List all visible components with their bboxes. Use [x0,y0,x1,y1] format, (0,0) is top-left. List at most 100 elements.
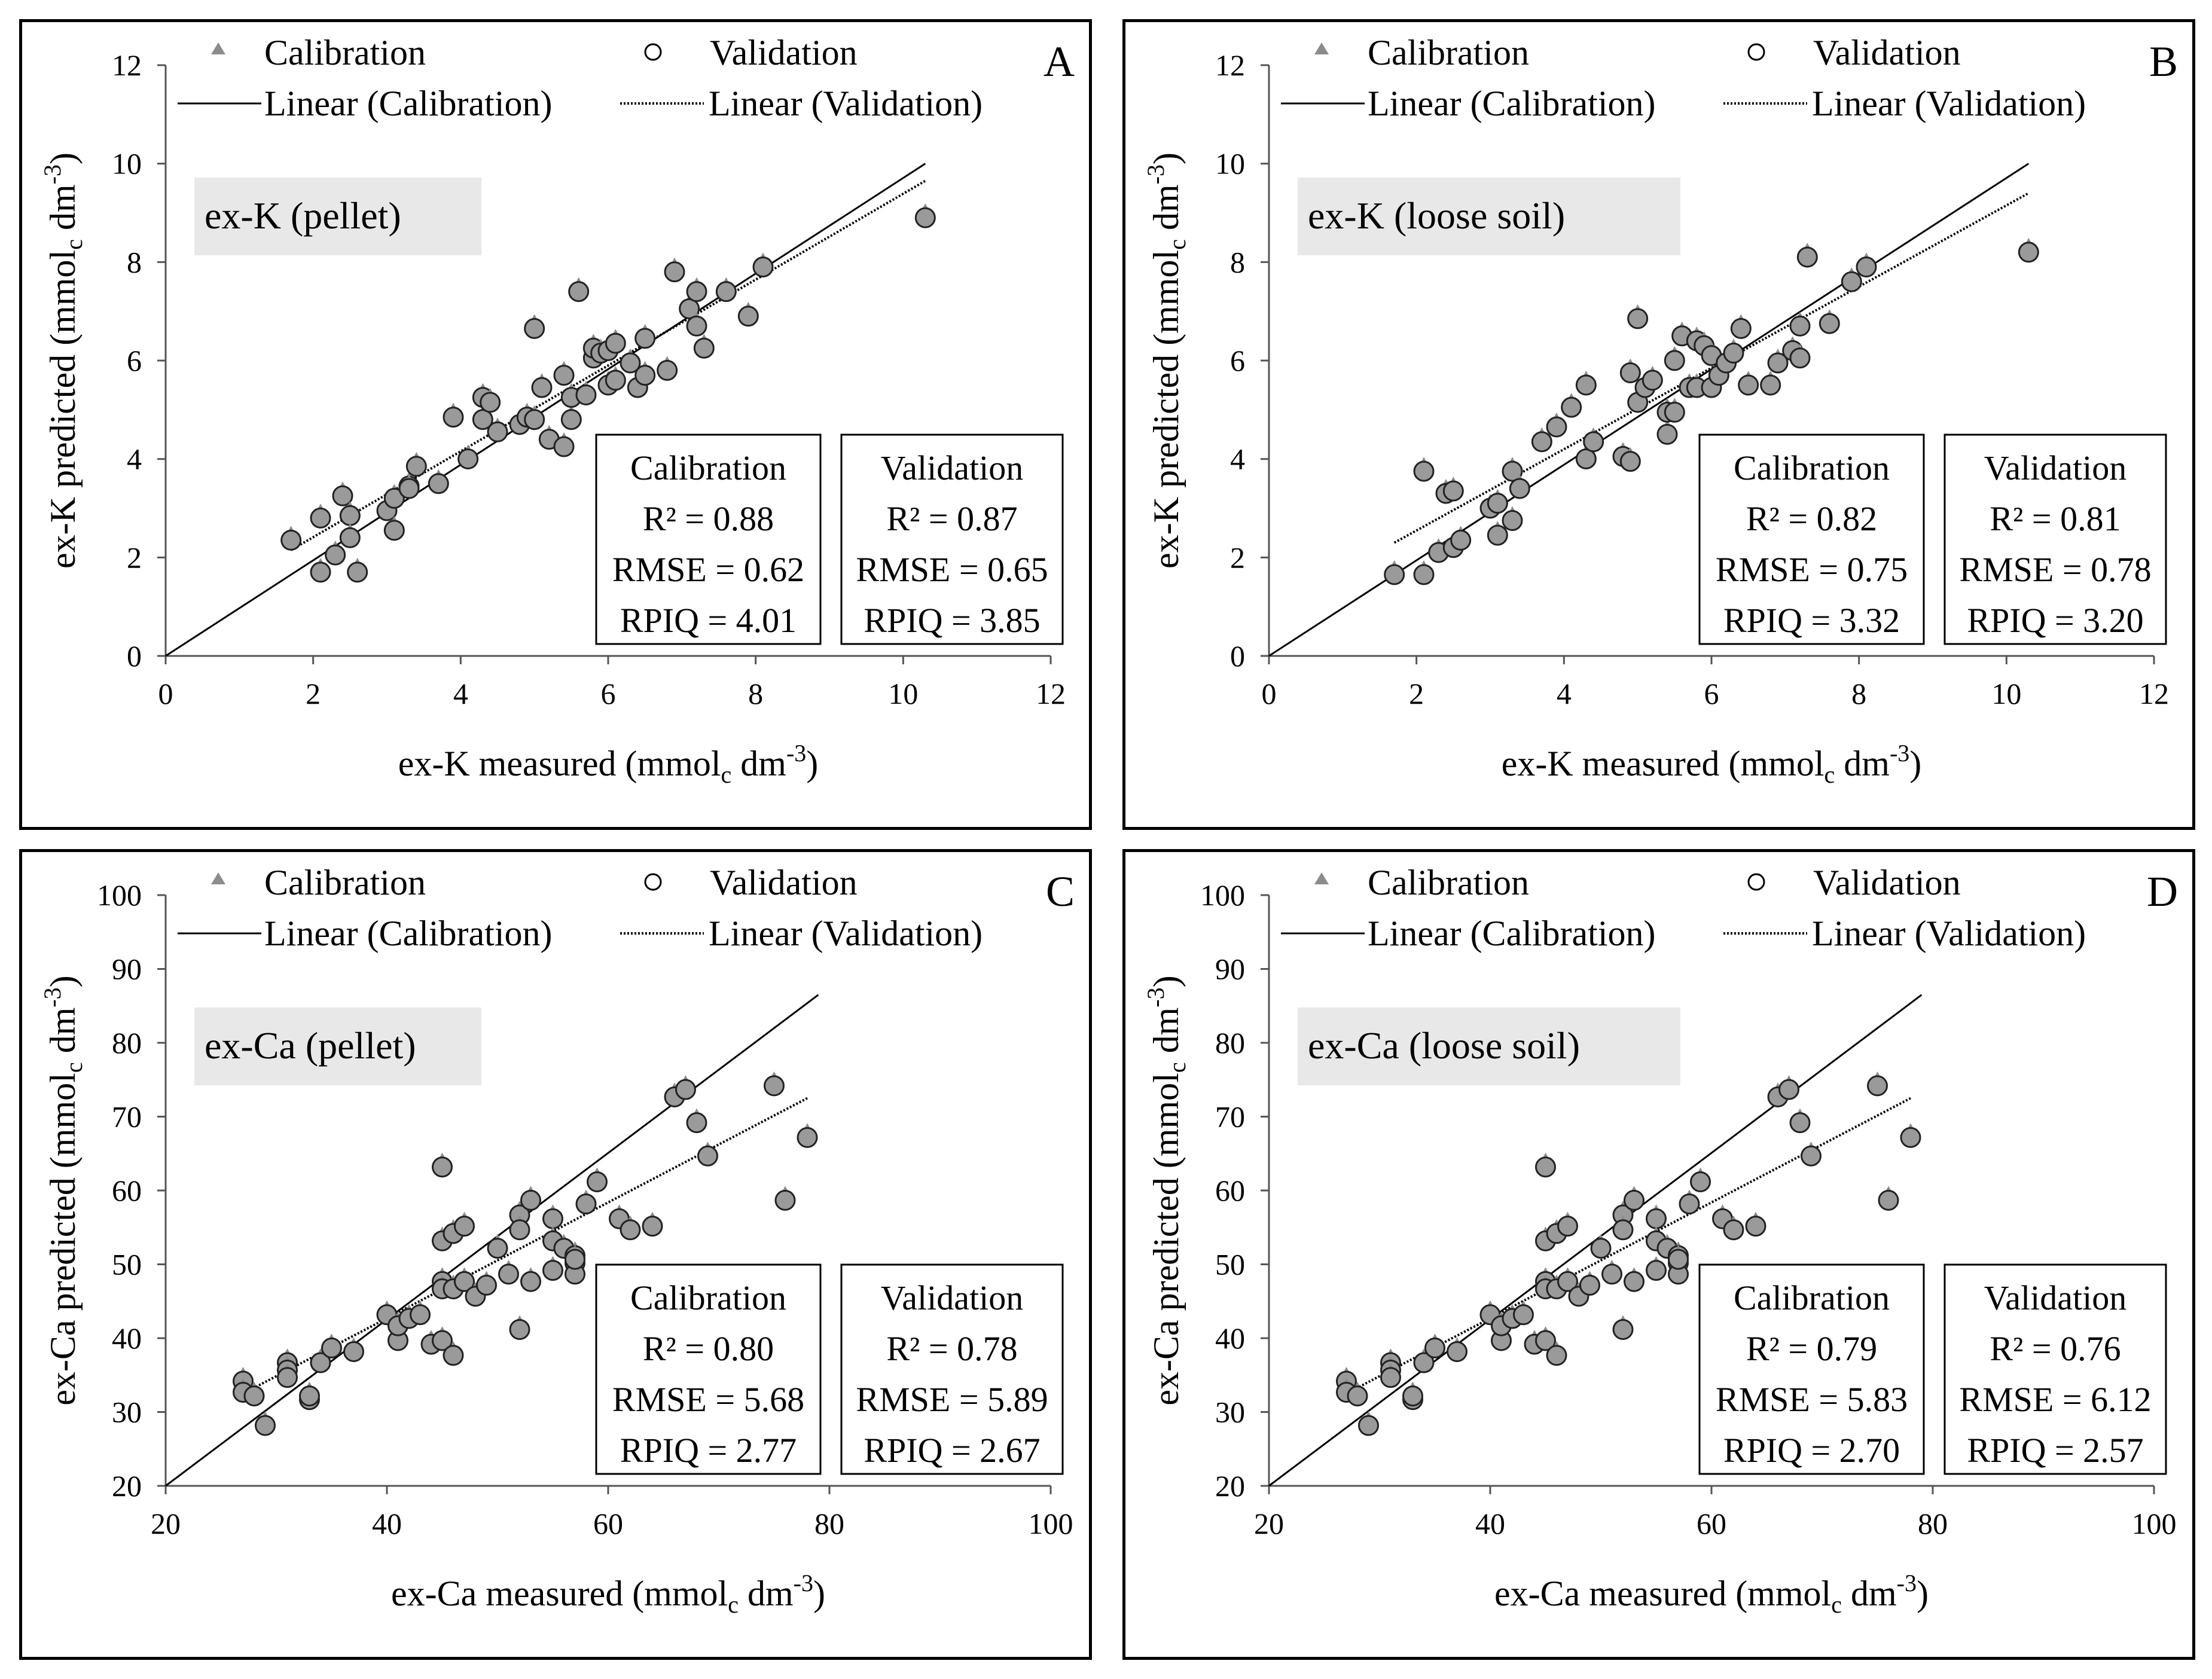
chart-c-svg: 20 40 60 80 100 20 30 40 50 60 70 80 90 100 ex-Ca meas… [39,863,1075,1618]
validation-point [398,478,420,499]
validation-point [1502,460,1523,482]
validation-point [1502,509,1523,531]
validation-rmse: RMSE = 6.12 [1959,1380,2151,1419]
validation-point [255,1415,276,1436]
panel-letter: A [1044,38,1075,86]
y-tick-label: 30 [1215,1396,1245,1429]
calibration-stats-title: Calibration [1734,448,1890,487]
y-tick-label: 50 [112,1248,142,1281]
legend-calibration-marker [211,42,225,54]
chart-d-svg: 20 40 60 80 100 20 30 40 50 60 70 80 90 100 ex-Ca meas… [1142,863,2178,1618]
validation-point [575,384,597,406]
legend-linear-calibration-label: Linear (Calibration) [264,84,552,123]
x-tick-label: 0 [1262,677,1277,710]
validation-point [1546,1345,1567,1366]
y-tick-label: 90 [1215,953,1245,986]
validation-point [325,544,346,566]
validation-point [1723,343,1744,364]
validation-point [339,527,361,548]
validation-point [697,1145,718,1167]
validation-point [476,1274,497,1296]
legend-linear-calibration-label: Linear (Calibration) [1368,914,1655,953]
x-tick-label: 80 [814,1507,844,1540]
validation-rmse: RMSE = 5.89 [856,1380,1048,1419]
dataset-tag-box [1298,1008,1680,1085]
calibration-r2: R² = 0.88 [643,499,774,538]
validation-point [487,421,508,442]
x-tick-label: 20 [1254,1507,1284,1540]
validation-point [1619,362,1641,383]
x-tick-label: 4 [1557,677,1572,710]
validation-point [620,1219,641,1241]
validation-point [321,1337,342,1359]
validation-point [664,261,685,283]
y-tick-label: 0 [1230,639,1245,673]
y-tick-label: 90 [112,953,142,986]
legend-calibration-label: Calibration [1368,33,1529,72]
y-tick-label: 20 [112,1469,142,1503]
validation-point [1646,1208,1667,1229]
validation-point [1531,431,1552,453]
validation-point [299,1385,320,1407]
validation-point [752,256,774,277]
x-tick-label: 4 [453,677,468,710]
legend-validation-label: Validation [710,863,858,902]
validation-r2: R² = 0.78 [886,1329,1017,1368]
validation-point [280,529,302,551]
calibration-stats-title: Calibration [630,448,786,487]
validation-point [1642,370,1663,391]
validation-point [432,1156,453,1178]
calibration-r2: R² = 0.80 [643,1329,774,1368]
validation-point [1513,1304,1534,1326]
validation-stats-box [840,434,1064,645]
legend-linear-validation-label: Linear (Validation) [709,914,983,953]
validation-point [1778,1079,1799,1100]
calibration-r2: R² = 0.82 [1746,499,1877,538]
validation-point [1424,1337,1445,1359]
validation-point [693,337,715,359]
validation-point [679,298,700,319]
validation-point [1601,1263,1622,1285]
y-tick-label: 80 [112,1026,142,1060]
validation-point [1690,1171,1711,1192]
legend-validation-marker [1747,43,1765,61]
validation-point [657,359,678,381]
dataset-tag: ex-Ca (pellet) [205,1024,416,1067]
validation-point [383,487,405,509]
calibration-rpiq: RPIQ = 2.70 [1723,1431,1900,1470]
validation-point [487,1238,508,1259]
validation-point [1760,374,1781,396]
validation-point [1841,271,1862,292]
dataset-tag-box [194,178,481,255]
validation-point [1656,423,1678,445]
validation-point [1413,1352,1435,1373]
validation-point [2018,242,2039,263]
validation-point [310,561,331,583]
legend-calibration-label: Calibration [1368,863,1529,902]
validation-point [524,318,545,339]
validation-point [472,409,493,431]
validation-point [1546,416,1567,438]
validation-point [347,561,368,583]
y-tick-label: 80 [1215,1026,1245,1060]
x-tick-label: 20 [151,1507,181,1540]
validation-point [1789,315,1811,337]
calibration-rmse: RMSE = 0.75 [1716,550,1908,589]
validation-rpiq: RPIQ = 3.20 [1967,601,2143,640]
validation-point [509,1219,530,1241]
validation-rpiq: RPIQ = 2.67 [864,1431,1040,1470]
legend-calibration-marker [1314,872,1329,884]
legend-linear-validation-label: Linear (Validation) [1812,84,2086,123]
validation-point [1579,1274,1600,1296]
panel-letter: B [2149,38,2178,86]
calibration-stats-box [1698,1263,1925,1475]
validation-point [1856,256,1877,277]
x-tick-label: 2 [306,677,321,710]
validation-point [686,315,707,337]
legend-validation-label: Validation [1813,863,1961,902]
y-axis-label: ex-K predicted (mmolc dm-3) [39,152,87,569]
validation-point [498,1263,519,1285]
validation-point [686,281,707,303]
validation-point [797,1127,818,1148]
y-tick-label: 100 [1200,878,1245,912]
